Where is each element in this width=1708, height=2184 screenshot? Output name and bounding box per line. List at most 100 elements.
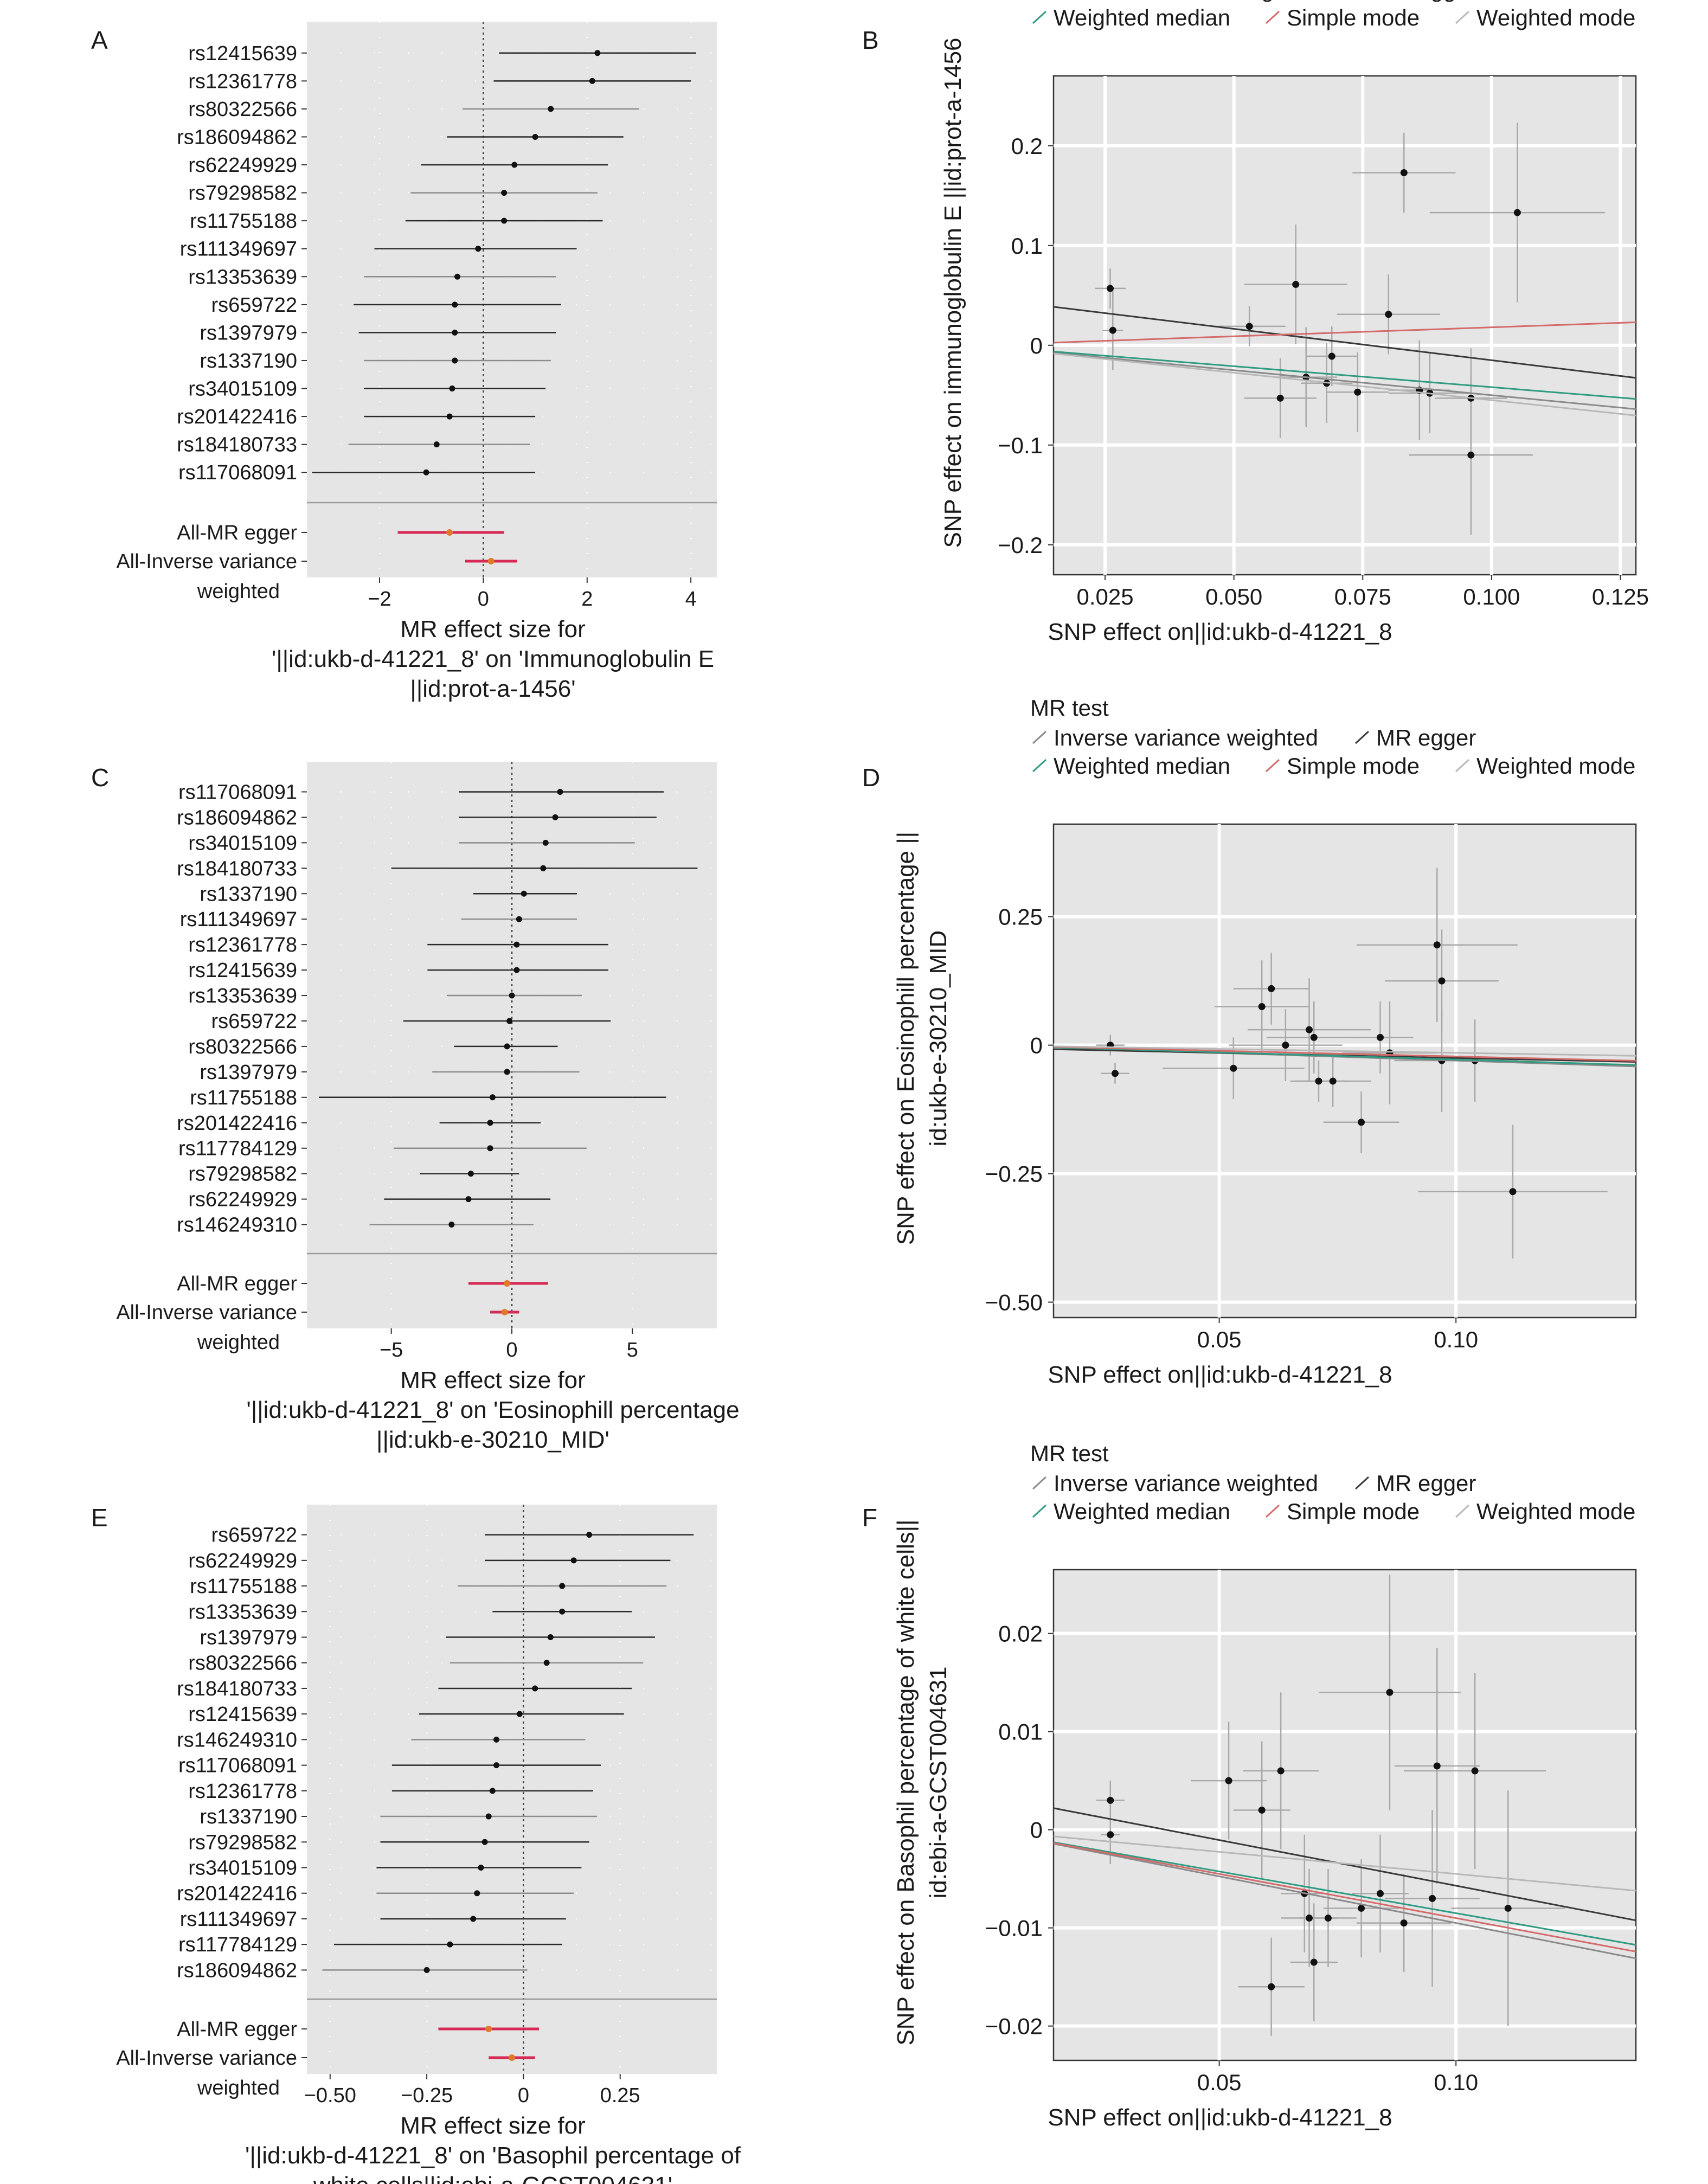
legend-label: Inverse variance weighted bbox=[1054, 0, 1318, 2]
legend-label: Inverse variance weighted bbox=[1054, 1470, 1318, 1496]
snp-label: rs1397979 bbox=[200, 322, 297, 344]
snp-point bbox=[1376, 1890, 1384, 1897]
x-tick-label: −0.50 bbox=[304, 2084, 356, 2107]
x-tick-label: 0 bbox=[518, 2084, 529, 2107]
x-tick-label: −2 bbox=[368, 588, 391, 611]
mr-line-weighted-median bbox=[1053, 1046, 1636, 1066]
snp-label: rs11755188 bbox=[190, 1575, 297, 1598]
snp-point bbox=[1400, 1919, 1408, 1927]
summary-label: All-Inverse variance bbox=[116, 550, 297, 573]
legend-label: MR egger bbox=[1376, 725, 1476, 750]
x-tick-label: 0.05 bbox=[1197, 1327, 1242, 1352]
legend-label: Weighted median bbox=[1054, 1499, 1230, 1524]
snp-point bbox=[521, 890, 527, 897]
x-tick-label: 0.10 bbox=[1434, 1327, 1478, 1352]
snp-point bbox=[493, 1736, 499, 1743]
snp-point bbox=[506, 1018, 513, 1024]
y-tick-label: −0.50 bbox=[985, 1290, 1043, 1315]
summary-label: weighted bbox=[197, 580, 280, 603]
snp-point bbox=[481, 1839, 488, 1845]
panel-letter: C bbox=[91, 763, 109, 792]
snp-label: rs111349697 bbox=[180, 908, 297, 931]
x-tick-label: 0 bbox=[506, 1339, 517, 1361]
snp-point bbox=[504, 1043, 510, 1050]
snp-label: rs1397979 bbox=[200, 1627, 297, 1649]
snp-point bbox=[1277, 1767, 1285, 1775]
snp-point bbox=[1310, 1033, 1318, 1041]
snp-point bbox=[1112, 1070, 1119, 1077]
snp-point bbox=[1513, 209, 1521, 216]
mr-line-mr-egger bbox=[1053, 306, 1636, 379]
snp-point bbox=[449, 386, 455, 392]
snp-label: rs62249929 bbox=[188, 1189, 297, 1211]
scatter-plot-f: F MR test Inverse variance weighted MR egge… bbox=[862, 1441, 1637, 2131]
x-axis-title: SNP effect on||id:ukb-d-41221_8 bbox=[1048, 619, 1392, 645]
y-axis-title: SNP effect on Basophil percentage of whi… bbox=[892, 1519, 919, 2045]
snp-label: rs186094862 bbox=[177, 806, 297, 829]
panel-letter: E bbox=[91, 1504, 108, 1532]
snp-label: rs201422416 bbox=[177, 406, 297, 428]
legend-key-4 bbox=[1265, 1504, 1280, 1518]
snp-point bbox=[1268, 985, 1275, 992]
snp-point bbox=[513, 967, 520, 973]
legend-key-5 bbox=[1455, 10, 1470, 24]
legend-label: Simple mode bbox=[1287, 5, 1420, 30]
snp-point bbox=[1376, 1033, 1384, 1041]
snp-point bbox=[1467, 451, 1475, 459]
snp-point bbox=[474, 1890, 480, 1897]
x-axis-title: SNP effect on||id:ukb-d-41221_8 bbox=[1048, 2104, 1392, 2131]
x-tick-label: 2 bbox=[581, 588, 593, 611]
mr-line-weighted-median bbox=[1053, 350, 1636, 400]
snp-label: rs79298582 bbox=[188, 182, 297, 205]
plot-panel-background bbox=[307, 22, 717, 577]
y-axis-title: SNP effect on immunoglobulin E ||id:prot… bbox=[940, 38, 966, 548]
snp-label: rs12361778 bbox=[188, 934, 297, 956]
snp-label: rs117068091 bbox=[178, 781, 297, 804]
x-tick-label: 0.075 bbox=[1334, 584, 1391, 609]
x-axis-title: ||id:ukb-e-30210_MID' bbox=[376, 1427, 609, 1453]
x-tick-label: 5 bbox=[627, 1339, 638, 1361]
snp-label: rs34015109 bbox=[188, 378, 297, 401]
snp-point bbox=[559, 1583, 566, 1589]
x-tick-label: −0.25 bbox=[401, 2084, 453, 2107]
legend-key-3 bbox=[1032, 1504, 1047, 1518]
snp-label: rs79298582 bbox=[188, 1163, 297, 1186]
snp-point bbox=[452, 301, 458, 308]
snp-point bbox=[489, 1788, 496, 1794]
x-axis-title: ||id:prot-a-1456' bbox=[410, 676, 575, 702]
legend-label: Weighted mode bbox=[1476, 753, 1635, 779]
snp-point bbox=[532, 133, 538, 140]
y-tick-label: −0.02 bbox=[985, 2014, 1043, 2039]
y-tick-label: −0.2 bbox=[998, 532, 1043, 558]
snp-label: rs12415639 bbox=[188, 1703, 297, 1726]
legend-label: MR egger bbox=[1376, 0, 1476, 2]
snp-point bbox=[552, 814, 558, 820]
snp-point bbox=[511, 162, 518, 168]
snp-point bbox=[501, 190, 508, 196]
snp-label: rs1337190 bbox=[200, 883, 297, 905]
snp-point bbox=[1358, 1904, 1365, 1912]
plot-panel-background bbox=[307, 1505, 717, 2074]
snp-point bbox=[594, 50, 601, 56]
summary-point bbox=[485, 2026, 492, 2032]
snp-point bbox=[586, 1532, 593, 1538]
x-tick-label: 0 bbox=[478, 588, 489, 611]
snp-point bbox=[470, 1916, 477, 1922]
plot-panel-background bbox=[1052, 1569, 1637, 2061]
y-tick-label: −0.01 bbox=[985, 1916, 1043, 1941]
snp-point bbox=[485, 1813, 492, 1820]
snp-label: rs659722 bbox=[211, 1524, 297, 1547]
x-tick-label: −5 bbox=[380, 1339, 403, 1361]
snp-label: rs186094862 bbox=[177, 126, 297, 149]
x-tick-label: 0.125 bbox=[1592, 584, 1649, 609]
snp-point bbox=[1258, 1806, 1266, 1814]
y-tick-label: −0.25 bbox=[985, 1161, 1043, 1187]
snp-label: rs201422416 bbox=[177, 1883, 297, 1905]
x-tick-label: 0.05 bbox=[1197, 2070, 1242, 2095]
snp-point bbox=[513, 941, 520, 948]
snp-point bbox=[1400, 169, 1408, 176]
snp-label: rs12415639 bbox=[188, 42, 297, 65]
snp-point bbox=[1306, 1915, 1313, 1922]
